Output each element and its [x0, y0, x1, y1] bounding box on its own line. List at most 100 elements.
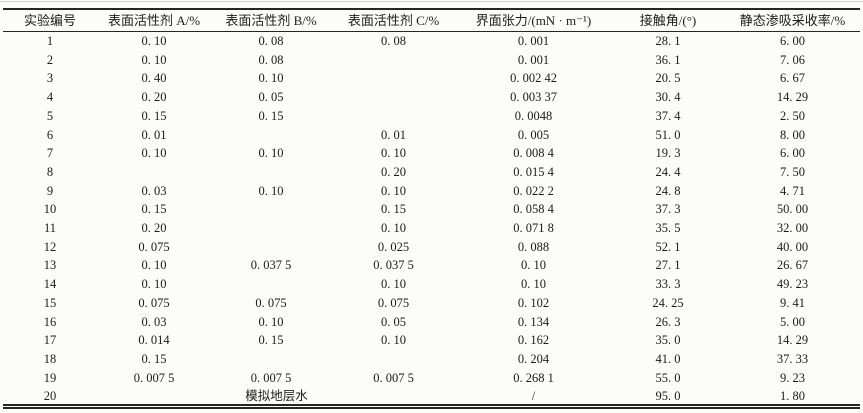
- table-row: 20 模拟地层水 / 95. 0 1. 80: [3, 387, 860, 407]
- table-cell: 5: [46, 108, 54, 123]
- table-cell: 0. 204: [517, 351, 550, 366]
- table-cell: 0. 01: [141, 127, 167, 142]
- table-cell: 0. 05: [381, 314, 406, 329]
- table-cell: 0. 007 5: [373, 370, 414, 385]
- table-cell: 0. 007 5: [133, 370, 175, 385]
- table-head: 实验编号 表面活性剂 A/% 表面活性剂 B/% 表面活性剂 C/% 界面张力/(mN …: [3, 9, 860, 32]
- table-cell: 0. 20: [141, 221, 167, 236]
- table-cell: 6. 67: [780, 71, 805, 86]
- table-cell: 0. 08: [258, 34, 284, 48]
- table-cell: 9. 41: [780, 295, 805, 310]
- table-cell: 19: [43, 370, 57, 385]
- table-cell: [331, 51, 456, 70]
- table-row: 2 0. 10 0. 08 0. 001 36. 1 7. 06: [3, 51, 860, 70]
- table-cell: 55. 0: [655, 370, 681, 385]
- table-cell: 0. 15: [141, 351, 167, 366]
- table-cell: 19. 3: [655, 146, 681, 161]
- table-cell: 0. 268 1: [513, 370, 554, 385]
- table-cell: [211, 275, 331, 294]
- column-header: 界面张力/(mN · m⁻¹): [475, 13, 592, 28]
- table-cell: 32. 00: [776, 221, 809, 236]
- table-cell: 24. 25: [652, 295, 684, 310]
- table-cell: 0. 037 5: [250, 258, 292, 273]
- table-cell: 7. 06: [780, 52, 805, 67]
- table-cell: 6. 00: [780, 34, 805, 48]
- table-cell: 4. 71: [780, 183, 805, 198]
- table-row: 10 0. 15 0. 15 0. 058 4 37. 3 50. 00: [3, 200, 860, 219]
- table-cell: 0. 03: [141, 183, 167, 198]
- table-cell: 0. 0048: [514, 108, 553, 123]
- table-cell: 5. 00: [780, 314, 805, 329]
- table-cell: [211, 219, 331, 238]
- table-cell: 50. 00: [776, 202, 809, 217]
- table-cell: 36. 1: [655, 52, 681, 67]
- table-cell: 0. 10: [258, 146, 284, 161]
- table-cell: 0. 15: [258, 333, 284, 348]
- table-cell: 0. 134: [517, 314, 550, 329]
- table-cell: 6: [46, 127, 54, 142]
- table-cell: [211, 350, 331, 369]
- table-cell: [331, 88, 456, 107]
- table-cell: 0. 014: [138, 333, 170, 348]
- table-cell: 0. 10: [381, 221, 406, 236]
- table-cell: 40. 00: [776, 239, 809, 254]
- column-header: 实验编号: [23, 13, 76, 28]
- table-cell: 0. 075: [138, 295, 170, 310]
- table-body: 1 0. 10 0. 08 0. 08 0. 001 28. 1 6. 00 2 0. 10 0.…: [3, 32, 860, 407]
- table-row: 15 0. 075 0. 075 0. 075 0. 102 24. 25 9. 41: [3, 294, 860, 313]
- column-header: 表面活性剂 B/%: [225, 13, 317, 28]
- table-cell: 8. 00: [780, 127, 805, 142]
- table-cell: 30. 4: [655, 90, 681, 105]
- table-row: 5 0. 15 0. 15 0. 0048 37. 4 2. 50: [3, 107, 860, 126]
- table-cell: 0. 10: [141, 146, 167, 161]
- table-cell: 0. 075: [377, 295, 410, 310]
- table-cell: 0. 10: [258, 314, 284, 329]
- table-row: 17 0. 014 0. 15 0. 10 0. 162 35. 0 14. 29: [3, 331, 860, 350]
- table-cell: 0. 10: [258, 183, 284, 198]
- table-cell: [97, 163, 211, 182]
- table-cell: 0. 10: [258, 71, 284, 86]
- table-row: 1 0. 10 0. 08 0. 08 0. 001 28. 1 6. 00: [3, 32, 860, 51]
- table-cell: 2: [46, 52, 54, 67]
- table-cell: 0. 10: [381, 277, 406, 292]
- table-row: 14 0. 10 0. 10 0. 10 33. 3 49. 23: [3, 275, 860, 294]
- table-cell: 0. 20: [381, 164, 406, 179]
- experiment-results-table: 实验编号 表面活性剂 A/% 表面活性剂 B/% 表面活性剂 C/% 界面张力/(mN …: [3, 8, 860, 410]
- table-row: 13 0. 10 0. 037 5 0. 037 5 0. 10 27. 1 26. 67: [3, 256, 860, 275]
- column-header: 表面活性剂 C/%: [347, 13, 440, 28]
- table-cell: 0. 008 4: [513, 146, 554, 161]
- table-cell: 0. 10: [141, 277, 167, 292]
- table-row: 12 0. 075 0. 025 0. 088 52. 1 40. 00: [3, 238, 860, 257]
- table-row: 9 0. 03 0. 10 0. 10 0. 022 2 24. 8 4. 71: [3, 182, 860, 201]
- table-cell: 0. 03: [141, 314, 167, 329]
- table-cell: 6. 00: [780, 146, 805, 161]
- table-cell: 28. 1: [655, 34, 681, 48]
- table-cell: 0. 088: [517, 239, 550, 254]
- table-cell: 0. 022 2: [513, 183, 554, 198]
- table-cell: 0. 058 4: [513, 202, 554, 217]
- table-row: 3 0. 40 0. 10 0. 002 42 20. 5 6. 67: [3, 69, 860, 88]
- table-row: 19 0. 007 5 0. 007 5 0. 007 5 0. 268 1 55. 0 9…: [3, 369, 860, 388]
- table-row: 11 0. 20 0. 10 0. 071 8 35. 5 32. 00: [3, 219, 860, 238]
- table-cell: 24. 4: [655, 164, 681, 179]
- table-cell: 18: [43, 351, 57, 366]
- table-cell: 13: [43, 258, 57, 273]
- table-cell: 1: [46, 34, 54, 48]
- table-cell: 0. 10: [381, 333, 406, 348]
- table-cell: 17: [43, 333, 57, 348]
- table-cell: 0. 003 37: [510, 90, 557, 105]
- table-cell: 24. 8: [655, 183, 681, 198]
- table-cell: 8: [46, 164, 54, 179]
- table-cell: 0. 005: [517, 127, 550, 142]
- table-row: 18 0. 15 0. 204 41. 0 37. 33: [3, 350, 860, 369]
- table-cell: 0. 025: [377, 239, 410, 254]
- table-cell: 0. 20: [141, 90, 167, 105]
- table-cell: 0. 037 5: [373, 258, 414, 273]
- table-cell: 0. 002 42: [510, 71, 557, 86]
- table-row: 16 0. 03 0. 10 0. 05 0. 134 26. 3 5. 00: [3, 313, 860, 332]
- table-cell: 14: [43, 277, 57, 292]
- table-cell: 0. 15: [381, 202, 406, 217]
- header-row: 实验编号 表面活性剂 A/% 表面活性剂 B/% 表面活性剂 C/% 界面张力/(mN …: [3, 9, 860, 32]
- table-cell: 3: [46, 71, 54, 86]
- table-cell: 26. 67: [776, 258, 809, 273]
